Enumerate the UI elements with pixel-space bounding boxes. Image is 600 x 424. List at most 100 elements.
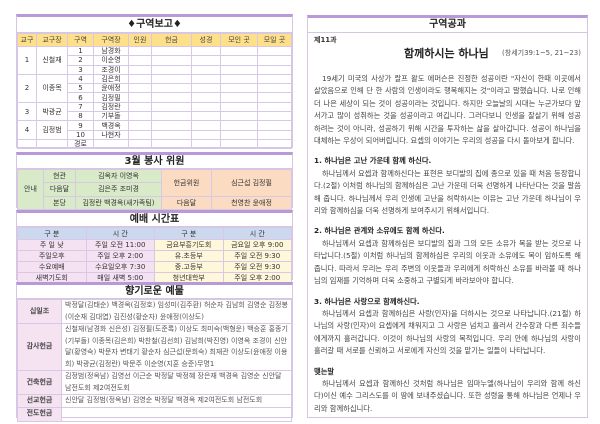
lesson-title: 구역공과 [308,18,587,33]
empty-cell [191,138,221,150]
column-header: 모일 곳 [257,33,292,47]
offering-label: 감사헌금 [17,323,62,371]
empty-cell [151,92,192,103]
volunteers-title: 3월 봉사 위원 [17,155,292,169]
parish-number: 1 [17,46,37,75]
table-row: 선교헌금 신안달 김정범(정옥남) 김영순 박정달 백경옥 제2여전도회 남전도회 [17,394,292,408]
empty-cell [128,64,152,75]
empty-cell [128,111,152,122]
empty-cell [220,120,258,131]
empty-cell [257,45,292,57]
schedule-cell: 주일 오전 9:30 [222,250,292,262]
empty-cell [191,129,221,140]
empty-cell [17,138,37,150]
parish-leader: 이종목 [36,73,68,103]
table-row: 수요예배 수요일오후 7:30 중.고등부 주일 오전 9:30 [17,261,292,273]
empty-cell [151,101,192,113]
empty-cell [257,101,292,113]
column-header: 헌금 [151,33,192,47]
empty-cell [220,64,258,75]
empty-cell [191,111,221,122]
empty-cell [220,138,258,150]
parish-leader: 박광균 [36,101,68,122]
closing-text: 하나님께서 요셉과 함께하신 것처럼 하나님은 임마누엘(하나님이 우리와 함께… [314,378,581,413]
next-names: 천영찬 윤애정 [211,195,292,210]
parish-leader: 신철재 [36,46,68,75]
offering-names: 김정범(정옥남) 김영선 이근순 박정달 박정혜 장은재 백경옥 김영순 신안달… [61,370,292,395]
district-leader: 백경옥 [93,120,129,131]
empty-cell [151,55,192,66]
table-row: 3 박광균 7 김정란 [17,101,292,122]
empty-cell [128,55,152,66]
empty-cell [257,92,292,103]
district-number: 6 [67,92,94,103]
parish-number: 4 [17,120,37,140]
lesson-intro: 19세기 미국의 사상가 랄프 왈도 에머슨은 진정한 성공이란 "자신이 한때… [314,74,581,146]
empty-cell [191,92,221,103]
point-text: 하나님께서 요셉과 함께하심은 사랑(인자)을 더하시는 것으로 나타납니다.(… [314,308,581,356]
table-row: 전도헌금 [17,406,292,422]
district-number: 9 [67,120,94,131]
offering-names: 신안달 김정범(정옥남) 김영순 박정달 백경옥 제2여전도회 남전도회 [61,394,292,408]
lesson-reference: (창세기39:1~5, 21~23) [502,49,581,57]
district-number: 7 [67,101,94,113]
point-text: 하나님께서 요셉과 함께하신다는 표현은 보디발의 집에 종으로 있을 때 처음… [314,168,581,216]
district-number: 경로 [67,138,94,150]
table-row: 2 이종목 4 김은희 [17,73,292,103]
empty-cell [151,120,192,131]
district-number: 8 [67,111,94,122]
empty-cell [257,111,292,122]
empty-cell [191,64,221,75]
guide-label: 안내 [17,169,44,210]
empty-cell [151,138,192,150]
district-leader: 이순영 [93,55,129,66]
offering-names: 심근섭 김정필 [211,169,292,197]
table-row: 경로 [17,138,292,150]
empty-cell [128,83,152,94]
lesson-number: 제11과 [314,36,337,44]
column-header: 시 간 [222,227,292,240]
column-header: 구 분 [17,227,87,240]
district-report-section: ♦구역보고♦ 교구 교구장 구역 구역장 인원 헌금 성경 모인 곳 모일 곳 1 신철재 1 남경화 2… [16,14,293,150]
district-leader: 나현자 [93,129,129,140]
empty-cell [128,120,152,131]
place-label: 현관 [43,168,76,184]
schedule-cell: 주 일 낮 [17,239,87,251]
table-row: 주 일 낮 주일 오전 11:00 금요부흥기도회 금요일 오후 9:00 [17,239,292,251]
column-header: 교구 [17,33,37,47]
district-leader: 김정란 [93,101,129,113]
empty-cell [220,129,258,140]
parish-number: 3 [17,101,37,122]
names: 김은주 조미경 [75,182,162,197]
empty-cell [128,92,152,103]
district-number: 10 [67,129,94,140]
offering-label: 헌금위원 [161,169,212,197]
empty-cell [257,129,292,140]
schedule-cell: 수요예배 [17,261,87,273]
empty-cell [257,64,292,75]
table-row: 십일조 박정달(김태순) 백경옥(김정호) 임성미(김주환) 허순자 김남희 김영… [17,299,292,324]
table-row: 감사헌금 신철재(남경화 신은성) 김정필(도준록) 이상도 최미숙(백형운) 백… [17,323,292,371]
offering-label: 선교헌금 [17,394,62,408]
point-title: 3. 하나님은 사랑으로 함께하신다. [314,296,420,306]
empty-cell [257,138,292,150]
schedule-cell: 중.고등부 [154,261,224,273]
empty-cell [220,92,258,103]
empty-cell [151,83,192,94]
empty-cell [128,101,152,113]
district-leader: 조경이 [93,64,129,75]
place-label: 다음달 [43,182,76,197]
parish-leader: 김정범 [36,120,68,140]
empty-cell [128,129,152,140]
schedule-cell: 주일 오전 11:00 [85,239,155,251]
offering-names: 박정달(김태순) 백경옥(김정호) 임성미(김주환) 허순자 김남희 김영순 김… [61,299,292,324]
offering-names: 신철재(남경화 신은성) 김정필(도준록) 이상도 최미숙(백형운) 백승훈 홍… [61,323,292,371]
offerings-table: 십일조 박정달(김태순) 백경옥(김정호) 임성미(김주환) 허순자 김남희 김영… [17,299,292,422]
empty-cell [191,55,221,66]
empty-cell [151,73,192,85]
offering-label: 전도헌금 [17,406,62,422]
schedule-cell: 금요일 오후 9:00 [222,239,292,251]
empty-cell [220,83,258,94]
